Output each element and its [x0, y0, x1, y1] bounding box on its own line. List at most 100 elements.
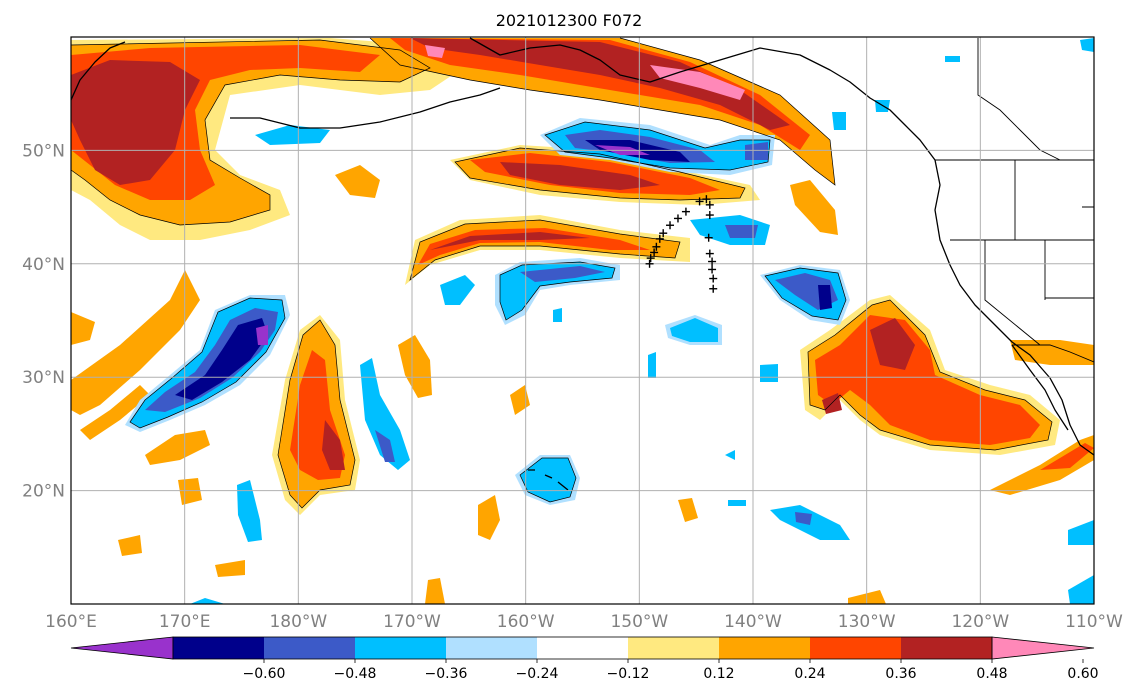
cold-blob-150w: [648, 352, 656, 378]
warm-blob-sw2: [178, 478, 202, 505]
colorbar-extend-high: [991, 636, 1095, 660]
track-marker: [681, 207, 690, 216]
track-marker: [673, 214, 682, 223]
warm-region-nw-darkred: [71, 60, 200, 185]
colorbar-segment: [537, 637, 629, 659]
colorbar-segment: [628, 637, 720, 659]
track-marker: [702, 195, 711, 204]
border-alaska: [977, 38, 1061, 161]
latitude-labels: 50°N 40°N 30°N 20°N: [22, 141, 65, 501]
track-marker: [708, 265, 717, 274]
coast-west-na: [934, 159, 1094, 456]
colorbar-label: 0.60: [1067, 666, 1098, 682]
coast-hawaii: [528, 469, 569, 491]
warm-band-north: [370, 38, 835, 185]
colorbar-label: −0.60: [243, 666, 286, 682]
lon-label: 180°W: [269, 612, 327, 632]
lat-label: 20°N: [22, 482, 65, 502]
contour-lines: [71, 37, 1053, 509]
warm-band-north-red: [390, 38, 810, 150]
contour-42n: [409, 219, 681, 281]
warm-anomaly-fields: [71, 38, 1094, 604]
political-borders: [935, 38, 1094, 363]
cold-blob-175e: [237, 480, 262, 542]
lat-label: 50°N: [22, 141, 65, 161]
gridlines: [71, 37, 1094, 604]
lon-label: 110°W: [1065, 612, 1123, 632]
cold-blob-43n-blue: [725, 225, 758, 238]
colorbar: −0.60 −0.48 −0.36 −0.24 −0.12 0.12 0.24 0.36 0.4…: [70, 636, 1099, 682]
lat-label: 30°N: [22, 368, 65, 388]
warm-edge-w35: [71, 312, 95, 345]
cold-region-140w-navy: [745, 142, 768, 160]
colorbar-segment: [719, 637, 811, 659]
border-us-mexico: [1012, 344, 1094, 363]
cold-hook-38n-blue: [520, 266, 605, 282]
warm-streak-west1: [71, 270, 200, 415]
lon-label: 170°E: [159, 612, 211, 632]
track-marker: [704, 233, 713, 242]
coast-kamchatka: [71, 41, 126, 101]
track-marker: [708, 257, 717, 266]
cold-blob-38n-135w-navy: [818, 285, 832, 310]
track-marker: [695, 197, 704, 206]
colorbar-label: −0.48: [334, 666, 377, 682]
warm-blob-165w-s: [478, 495, 500, 540]
colorbar-label: 0.12: [703, 666, 734, 682]
cold-blob-ne2: [945, 56, 960, 62]
warm-blob-160w: [510, 385, 530, 415]
colorbar-label: −0.24: [516, 666, 559, 682]
lon-label: 140°W: [724, 612, 782, 632]
warm-streak-west2: [80, 385, 150, 440]
cold-blob-52n: [255, 125, 330, 145]
track-marker: [645, 259, 654, 268]
contour-hook: [499, 261, 616, 321]
track-marker: [655, 234, 664, 243]
cold-region-west-purple: [256, 325, 268, 345]
colorbar-outline: [172, 636, 993, 660]
colorbar-label: 0.36: [885, 666, 916, 682]
cold-blob-east-edge2: [1068, 575, 1094, 604]
colorbar-segment: [173, 637, 265, 659]
cold-streak-170w: [360, 358, 410, 470]
warm-blob-170w: [398, 335, 432, 398]
longitude-labels: 160°E 170°E 180°W 170°W 160°W 150°W 140°W 130°W…: [45, 612, 1123, 632]
colorbar-label: −0.12: [607, 666, 650, 682]
colorbar-segment: [355, 637, 447, 659]
coast-aleutians: [230, 87, 501, 129]
warm-blob-145w: [678, 498, 698, 522]
contour-west-cold: [129, 297, 286, 429]
cold-blob-ne: [1080, 38, 1094, 52]
warm-baja: [1010, 340, 1094, 365]
map-area: [71, 37, 1094, 604]
colorbar-segment: [810, 637, 902, 659]
warm-region-east-darkred: [870, 318, 915, 370]
contour-47n: [454, 147, 746, 201]
warm-blob-sw: [145, 430, 210, 465]
colorbar-label: −0.36: [425, 666, 468, 682]
cold-blob-east-edge: [1068, 520, 1094, 545]
warm-band-42n-darkred: [430, 232, 590, 250]
track-marker: [652, 242, 661, 251]
colorbar-extend-low: [70, 636, 174, 660]
coastlines: [71, 37, 1094, 491]
contour-north-band: [369, 37, 836, 186]
contour-hawaii: [519, 457, 577, 503]
track-marker: [705, 200, 714, 209]
track-marker: [659, 229, 668, 238]
lon-label: 160°E: [45, 612, 97, 632]
warm-blob-sw4: [215, 560, 245, 577]
coast-alaska: [469, 37, 936, 161]
contour-nw: [71, 39, 431, 226]
lon-label: 130°W: [838, 612, 896, 632]
warm-blob-sw3: [118, 535, 142, 556]
cold-streak-170w-blue: [375, 430, 395, 462]
colorbar-segment: [901, 637, 993, 659]
contour-38n-135w: [764, 267, 847, 321]
colorbar-segment: [446, 637, 538, 659]
track-markers: [645, 195, 718, 293]
track-marker: [709, 284, 718, 293]
cold-blob-bottom: [190, 598, 225, 604]
contour-tall-180w: [277, 319, 356, 509]
warm-band-north-pink2: [425, 45, 445, 58]
